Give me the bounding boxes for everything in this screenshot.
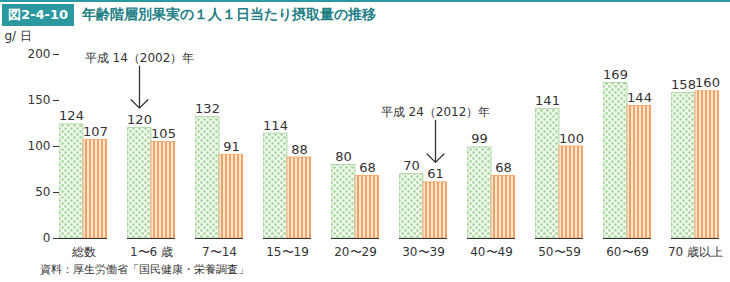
svg-text:107: 107: [83, 124, 108, 139]
svg-text:60〜69: 60〜69: [606, 245, 649, 259]
svg-text:平成 14（2002）年: 平成 14（2002）年: [85, 51, 195, 65]
svg-text:7〜14: 7〜14: [202, 245, 237, 259]
svg-text:68: 68: [495, 160, 512, 175]
svg-text:70: 70: [403, 158, 420, 173]
svg-text:158: 158: [671, 77, 696, 92]
svg-text:50: 50: [35, 185, 50, 199]
svg-text:200: 200: [28, 47, 51, 61]
svg-text:1〜6 歳: 1〜6 歳: [130, 245, 173, 259]
svg-text:88: 88: [291, 142, 308, 157]
svg-text:70 歳以上: 70 歳以上: [668, 245, 723, 259]
html-text:資料：厚生労働省「国民健康・栄養調査」: 資料：厚生労働省「国民健康・栄養調査」: [40, 263, 249, 276]
svg-text:160: 160: [695, 75, 720, 90]
svg-text:105: 105: [151, 126, 176, 141]
svg-text:150: 150: [28, 93, 51, 107]
html-text:年齢階層別果実の１人１日当たり摂取量の推移: 年齢階層別果実の１人１日当たり摂取量の推移: [82, 6, 376, 22]
svg-text:20〜29: 20〜29: [334, 245, 377, 259]
svg-text:100: 100: [28, 139, 51, 153]
svg-text:144: 144: [627, 90, 652, 105]
svg-text:61: 61: [427, 166, 444, 181]
svg-text:91: 91: [223, 139, 240, 154]
svg-text:169: 169: [603, 67, 628, 82]
svg-text:141: 141: [535, 93, 560, 108]
svg-text:68: 68: [359, 160, 376, 175]
svg-text:50〜59: 50〜59: [538, 245, 581, 259]
svg-text:99: 99: [471, 131, 488, 146]
svg-text:124: 124: [59, 108, 84, 123]
svg-text:114: 114: [263, 118, 288, 133]
svg-text:120: 120: [127, 112, 152, 127]
svg-text:100: 100: [559, 131, 584, 146]
svg-text:総数: 総数: [71, 245, 96, 259]
svg-text:40〜49: 40〜49: [470, 245, 513, 259]
svg-text:15〜19: 15〜19: [266, 245, 309, 259]
html-text:図2-4-10: 図2-4-10: [8, 7, 68, 22]
svg-text:80: 80: [335, 149, 352, 164]
svg-text:g/ 日: g/ 日: [5, 29, 32, 43]
svg-text:30〜39: 30〜39: [402, 245, 445, 259]
svg-text:132: 132: [195, 101, 220, 116]
svg-text:0: 0: [43, 231, 51, 245]
svg-text:平成 24（2012）年: 平成 24（2012）年: [381, 105, 491, 119]
